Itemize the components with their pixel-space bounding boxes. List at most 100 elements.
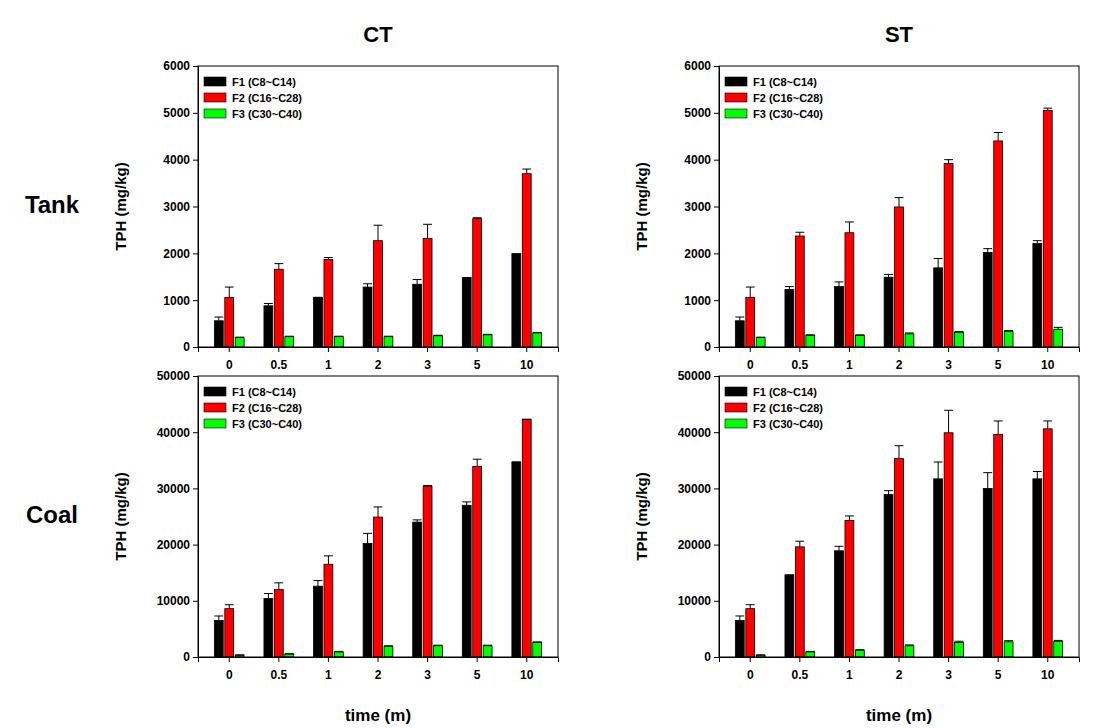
y-tick-mark (714, 347, 719, 348)
x-tick-label: 0.5 (791, 668, 808, 682)
x-tick-mark (899, 347, 900, 352)
x-tick-mark (750, 347, 751, 352)
x-tick: 2 (896, 347, 903, 372)
row-label: Tank (25, 191, 80, 218)
y-tick: 2000 (684, 247, 719, 261)
x-axis: 00.5123510 (199, 657, 559, 682)
bar (1054, 329, 1063, 347)
legend-label: F2 (C16~C28) (232, 402, 302, 414)
error-bar (483, 334, 492, 335)
error-cap (434, 645, 443, 646)
error-cap (214, 317, 223, 318)
bar (895, 459, 904, 657)
error-bar (374, 507, 383, 517)
x-tick-mark (328, 657, 329, 662)
error-bar (835, 282, 844, 287)
error-stem (328, 556, 329, 564)
legend: F1 (C8~C14)F2 (C16~C28)F3 (C30~C40) (204, 76, 302, 120)
error-bar (855, 649, 864, 651)
legend-item: F2 (C16~C28) (725, 402, 823, 414)
bar (1004, 642, 1013, 657)
y-axis-line (714, 377, 720, 658)
error-cap (994, 132, 1003, 133)
error-bar (905, 332, 914, 334)
error-bar (944, 160, 953, 164)
error-stem (739, 317, 740, 321)
error-cap (845, 515, 854, 516)
y-tick-label: 2000 (163, 247, 190, 261)
error-cap (264, 303, 273, 304)
error-bar (214, 616, 223, 620)
error-bar (384, 336, 393, 337)
bar (423, 238, 432, 347)
x-tick: 10 (1041, 347, 1055, 372)
y-axis: 01000020000300004000050000 (678, 369, 720, 664)
error-bar (434, 645, 443, 647)
x-tick-label: 2 (375, 358, 382, 372)
x-tick-mark (229, 657, 230, 662)
bar (384, 337, 393, 347)
y-tick-label: 0 (704, 650, 711, 664)
error-stem (938, 462, 939, 479)
y-tick-mark (193, 253, 198, 254)
y-tick-mark (193, 160, 198, 161)
x-tick: 1 (846, 657, 853, 682)
error-bar (314, 297, 323, 298)
bar (983, 252, 992, 347)
x-tick-label: 1 (846, 358, 853, 372)
error-cap (512, 253, 521, 254)
y-tick-label: 4000 (163, 153, 190, 167)
error-bar (274, 264, 283, 270)
error-bar (884, 274, 893, 277)
error-stem (838, 546, 839, 550)
y-tick-mark (714, 545, 719, 546)
error-cap (462, 277, 471, 278)
error-bar (324, 258, 333, 260)
error-bar (785, 574, 794, 575)
error-bar (423, 224, 432, 238)
bar (905, 334, 914, 347)
y-tick-label: 3000 (163, 200, 190, 214)
x-tick-mark (948, 347, 949, 352)
error-stem (838, 282, 839, 287)
y-tick-mark (193, 347, 198, 348)
error-bar (934, 462, 943, 479)
bar (1004, 332, 1013, 347)
y-tick: 20000 (678, 538, 719, 552)
x-tick-label: 3 (424, 358, 431, 372)
bar (324, 564, 333, 657)
error-stem (278, 264, 279, 270)
error-cap (895, 197, 904, 198)
error-stem (229, 287, 230, 297)
legend-swatch (725, 387, 747, 396)
x-tick-mark (948, 657, 949, 662)
error-cap (1043, 420, 1052, 421)
y-tick: 4000 (163, 153, 198, 167)
error-cap (314, 297, 323, 298)
y-tick: 5000 (163, 106, 198, 120)
bar (334, 337, 343, 347)
error-stem (799, 541, 800, 547)
bar (1043, 429, 1052, 657)
bar (512, 462, 521, 657)
bar (512, 254, 521, 347)
plot-frame (719, 376, 1079, 657)
x-tick: 2 (375, 347, 382, 372)
error-cap (274, 582, 283, 583)
bar (905, 646, 914, 657)
x-tick: 0.5 (270, 657, 287, 682)
y-tick-mark (714, 601, 719, 602)
x-axis-line (720, 348, 1080, 353)
legend-item: F3 (C30~C40) (725, 418, 823, 430)
error-cap (334, 651, 343, 652)
x-tick: 3 (945, 657, 952, 682)
legend: F1 (C8~C14)F2 (C16~C28)F3 (C30~C40) (204, 386, 302, 430)
x-tick: 0 (747, 347, 754, 372)
legend-label: F2 (C16~C28) (753, 92, 823, 104)
error-stem (367, 533, 368, 543)
x-tick-label: 10 (1041, 358, 1055, 372)
error-bar (413, 520, 422, 522)
bar (462, 505, 471, 657)
legend-swatch (725, 93, 747, 102)
error-bar (264, 593, 273, 598)
